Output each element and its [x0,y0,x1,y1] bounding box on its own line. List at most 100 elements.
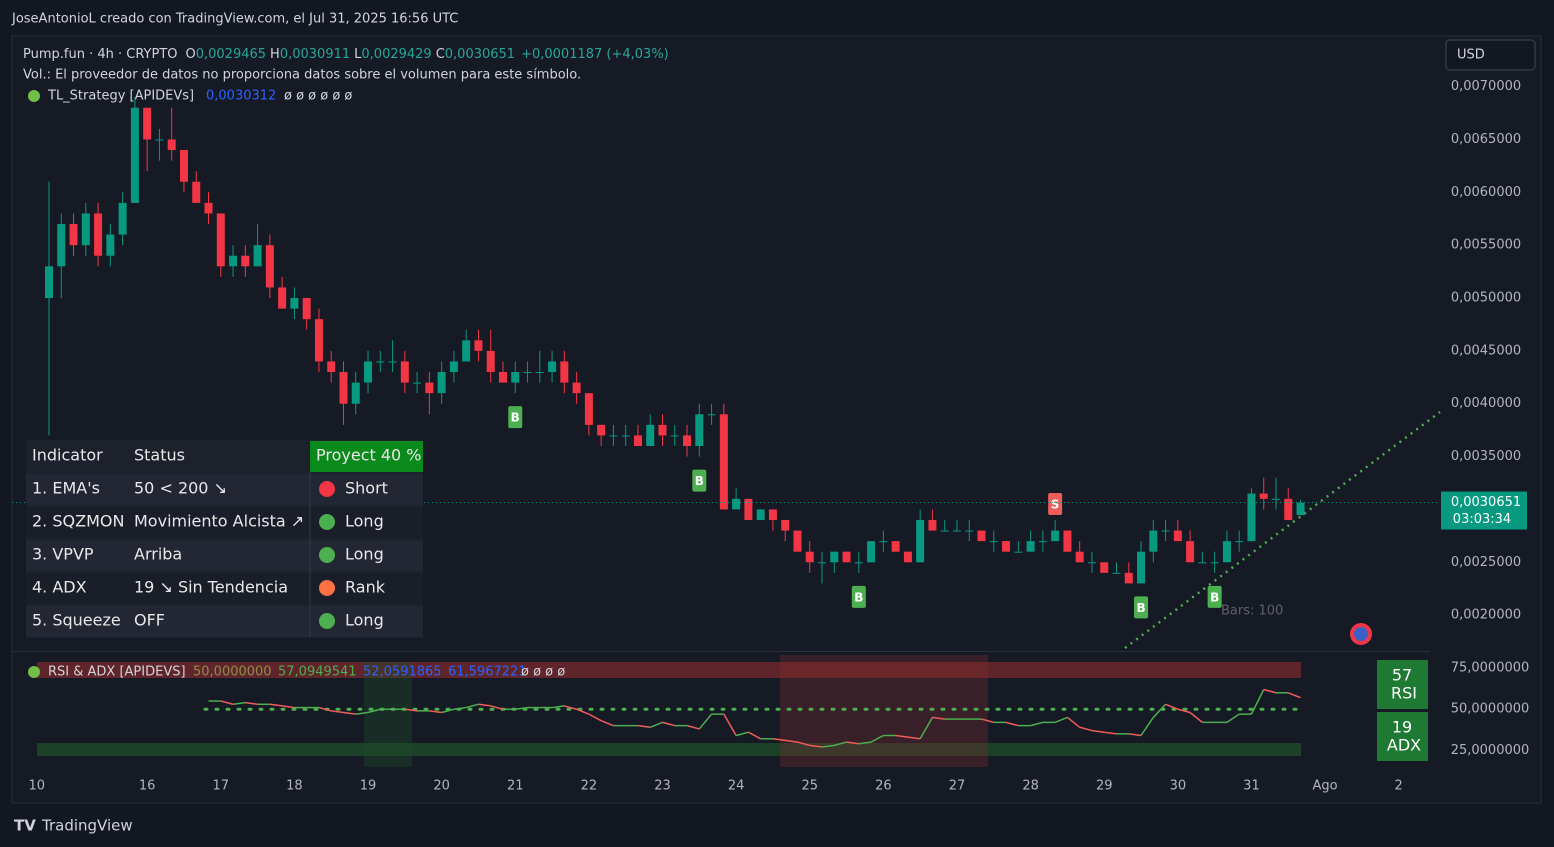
candle-body [400,361,409,383]
candle-body [842,551,851,563]
candle-body [486,350,495,373]
signal-label: S [1051,497,1060,511]
rsi-legend-empty: ø ø ø ø [521,665,565,680]
indicator-status: 19 ↘ Sin Tendencia [134,578,288,597]
candle-body [265,245,274,288]
candle-body [1296,502,1305,516]
table-row [26,573,423,604]
rsi-segment [441,708,455,714]
candle-body [695,414,704,446]
candle-body [130,107,139,203]
rsi-segment [1287,692,1301,699]
indicator-signal: Long [345,545,384,564]
currency-button[interactable] [1445,39,1536,71]
candle-body [1112,572,1121,574]
signal-dot [319,481,335,497]
rsi-icon [28,666,40,678]
candle-body [989,541,998,543]
rsi-segment [748,731,762,740]
rsi-segment [232,701,246,706]
rsi-segment [809,744,823,748]
bars-note: Bars: 100 [1221,604,1283,619]
pane-divider [12,651,1430,652]
candle-body [1100,562,1109,573]
rsi-segment [858,741,872,745]
table-row [26,540,423,571]
ohlc-value: 0,0030911 [280,47,350,62]
candle-body [1124,572,1133,584]
rsi-segment [367,708,381,714]
candle-body [1272,498,1280,500]
rsi-segment [1189,711,1203,723]
candle-body [572,382,581,394]
candle-body [1075,551,1084,563]
indicator-status: 50 < 200 ↘ [134,479,227,498]
chart-panel [11,35,1542,804]
candle-body [1063,530,1072,552]
legend-line: Pump.fun · 4h · CRYPTO O0,0029465 H0,00309… [23,47,669,62]
rsi-segment [1104,731,1117,735]
signal-label: B [511,411,520,425]
rsi-segment [772,738,786,742]
candle-body [548,361,557,373]
signal-dot [319,514,335,530]
rsi-segment [1250,689,1265,715]
candle-body [1026,541,1035,552]
ohlc-key: H [270,47,280,62]
candle-body [1259,493,1268,499]
x-tick-label: 28 [1022,779,1039,794]
candle-body [339,372,348,404]
rsi-segment [478,703,491,707]
rsi-segment [429,710,442,714]
y-tick-label: 0,0060000 [1451,185,1521,200]
ohlc-value: 0,0029465 [196,47,266,62]
rsi-segment [919,717,934,740]
candle-body [523,372,532,374]
rsi-segment [1152,703,1167,718]
rsi-segment [907,736,921,740]
candle-body [818,562,827,564]
x-tick-label: 29 [1096,779,1113,794]
candle-body [1051,530,1060,542]
candle-body [965,530,974,532]
signal-badge [1048,492,1063,515]
rsi-segment [735,731,749,737]
indicator-name: 1. EMA's [32,479,100,498]
y-tick-label: 25,0000000 [1451,743,1530,758]
rsi-segment [686,724,700,730]
indicator-signal: Long [345,512,384,531]
rsi-segment [564,705,577,710]
rsi-segment [1005,721,1019,727]
indicator-name: 2. SQZMON [32,512,124,531]
candle-body [952,530,961,532]
rsi-segment [1128,733,1142,737]
x-tick-label: 30 [1170,779,1187,794]
x-tick-label: 20 [433,779,450,794]
x-tick-label: 27 [949,779,966,794]
oversold-band [37,743,1301,756]
rsi-segment [1177,708,1191,714]
rsi-segment [834,741,847,747]
indicator-name: 5. Squeeze [32,611,121,630]
rsi-segment [723,713,737,736]
signal-dot [319,580,335,596]
candle-body [45,266,53,299]
x-tick-label: 18 [286,779,303,794]
candle-body [94,213,103,256]
candle-body [1210,562,1219,564]
x-tick-label: 21 [507,779,524,794]
rsi-segment [343,711,356,715]
strategy-value: 0,0030312 [206,89,276,104]
candle-body [646,424,655,446]
candle-body [376,361,385,363]
candle-body [327,361,336,373]
candle-body [867,541,876,563]
ohlc-key: L [354,47,362,62]
table-header-highlight [310,441,423,472]
candle-body [584,393,593,425]
rsi-segment [576,708,590,715]
candle-body [1198,562,1207,564]
candle-body [425,382,434,394]
candle-body [707,414,716,416]
indicator-name: 3. VPVP [32,545,94,564]
